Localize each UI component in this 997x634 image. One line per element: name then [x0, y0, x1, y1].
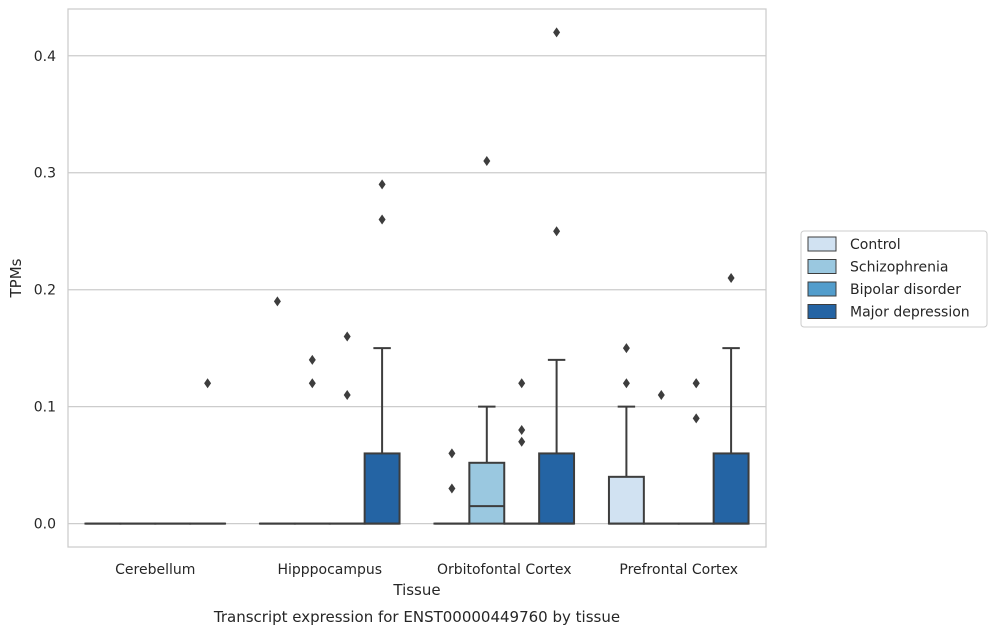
outlier-point: [692, 413, 700, 424]
x-axis-label: Tissue: [392, 581, 440, 599]
x-tick-label: Hipppocampus: [277, 562, 382, 578]
x-tick-label: Orbitofontal Cortex: [437, 562, 572, 578]
outlier-point: [518, 436, 526, 447]
box-major-depression-3: [712, 273, 750, 525]
x-tick-label: Cerebellum: [115, 562, 195, 578]
legend-label: Schizophrenia: [850, 260, 948, 276]
outlier-point: [518, 378, 526, 389]
outlier-point: [483, 156, 491, 167]
outlier-point: [553, 27, 561, 38]
y-tick-label: 0.0: [34, 517, 56, 533]
outlier-point: [622, 343, 630, 354]
box-major-depression-2: [538, 27, 576, 525]
x-tick-label: Prefrontal Cortex: [619, 562, 738, 578]
outlier-point: [727, 273, 735, 283]
legend-label: Bipolar disorder: [850, 282, 961, 298]
legend-label: Major depression: [850, 305, 970, 321]
legend-label: Control: [850, 237, 901, 253]
y-axis-label: TPMs: [7, 258, 25, 298]
box-body: [363, 452, 401, 525]
legend: Control Schizophrenia Bipolar disorder Majo…: [800, 230, 988, 328]
outlier-point: [692, 378, 700, 389]
outlier-point: [378, 214, 386, 225]
box-body: [468, 461, 506, 525]
box-major-depression-0: [189, 378, 227, 525]
y-tick-label: 0.3: [34, 166, 56, 182]
box-schizophrenia-1: [293, 354, 331, 525]
y-tick-labels: 0.0 0.1 0.2 0.3 0.4: [34, 49, 56, 533]
box-schizophrenia-2: [468, 156, 506, 525]
outlier-point: [622, 378, 630, 389]
legend-swatch: [807, 281, 837, 297]
outlier-point: [273, 296, 281, 307]
box-major-depression-1: [363, 179, 401, 525]
outlier-point: [343, 389, 351, 400]
outlier-point: [343, 331, 351, 342]
plot-area: [67, 8, 767, 548]
outlier-point: [378, 179, 386, 190]
outlier-point: [553, 226, 561, 237]
x-tick-labels: Cerebellum Hipppocampus Orbitofontal Corte…: [115, 562, 738, 578]
y-tick-label: 0.1: [34, 400, 56, 416]
y-tick-label: 0.2: [34, 283, 56, 299]
outlier-point: [448, 448, 456, 459]
legend-frame: [800, 230, 988, 328]
outlier-point: [204, 378, 212, 389]
y-tick-label: 0.4: [34, 49, 56, 65]
outlier-point: [657, 389, 665, 400]
box-series: [84, 27, 750, 525]
outlier-point: [308, 378, 316, 389]
chart-caption: Transcript expression for ENST0000044976…: [213, 608, 620, 626]
legend-swatch: [807, 259, 837, 274]
box-body: [712, 452, 750, 525]
legend-swatch: [807, 236, 837, 252]
box-body: [607, 475, 645, 525]
outlier-point: [308, 354, 316, 365]
outlier-point: [518, 425, 526, 436]
outlier-point: [448, 483, 456, 494]
box-body: [538, 452, 576, 525]
box-control-3: [607, 343, 645, 525]
legend-swatch: [807, 304, 837, 319]
